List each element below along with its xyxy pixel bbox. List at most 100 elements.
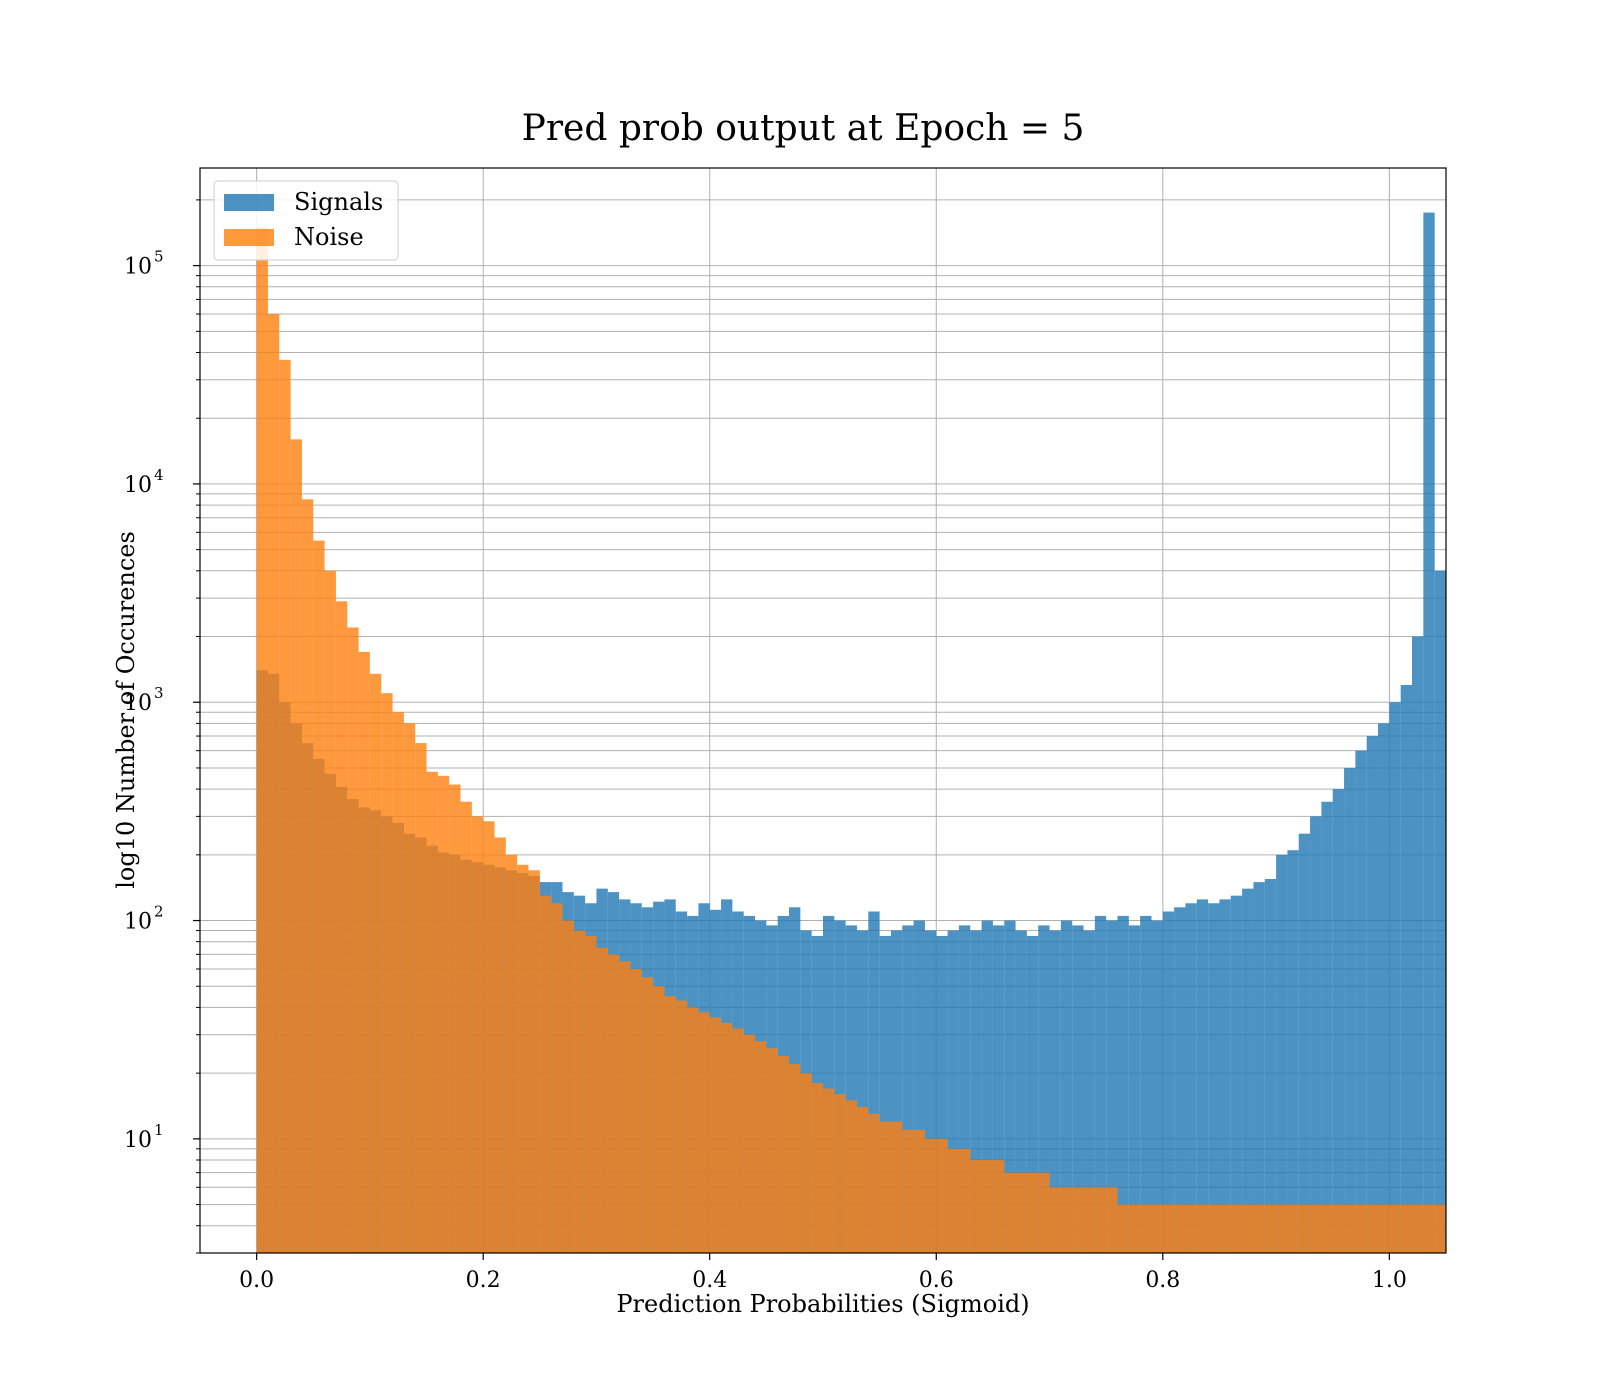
x-tick-label: 0.8 xyxy=(1145,1268,1180,1293)
signals-bar xyxy=(856,930,869,1253)
noise-bar xyxy=(596,947,608,1253)
noise-bar xyxy=(687,1007,699,1253)
noise-bar xyxy=(1060,1187,1073,1253)
noise-bar xyxy=(1298,1204,1311,1253)
signals-bar xyxy=(1310,816,1322,1253)
noise-bar xyxy=(517,864,529,1253)
noise-bar xyxy=(675,1000,688,1253)
noise-bar xyxy=(381,693,393,1253)
y-tick-label-exponent: 1 xyxy=(154,1121,164,1139)
noise-bar xyxy=(1004,1172,1016,1253)
noise-bar xyxy=(505,854,518,1253)
noise-bar xyxy=(766,1048,778,1253)
noise-bar xyxy=(267,314,280,1253)
noise-bar xyxy=(449,784,461,1253)
noise-bar xyxy=(392,712,404,1253)
signals-bar xyxy=(947,930,959,1253)
noise-bar xyxy=(924,1138,937,1253)
signals-bar xyxy=(823,915,835,1253)
signals-bar xyxy=(879,935,891,1253)
noise-bar xyxy=(335,601,348,1253)
legend-label-signals: Signals xyxy=(294,188,383,216)
noise-bar xyxy=(551,903,563,1253)
signals-bar xyxy=(1196,899,1209,1253)
signals-bar xyxy=(1264,878,1277,1253)
noise-bar xyxy=(528,870,540,1253)
signals-bar xyxy=(981,920,993,1253)
noise-bar xyxy=(800,1073,812,1253)
noise-bar xyxy=(1174,1204,1186,1253)
noise-bar xyxy=(1140,1204,1152,1253)
signals-bar xyxy=(970,930,982,1253)
noise-bar xyxy=(936,1138,948,1253)
noise-bar xyxy=(970,1160,982,1253)
noise-bar xyxy=(1151,1204,1163,1253)
signals-bar xyxy=(992,925,1005,1253)
x-tick-label: 0.2 xyxy=(466,1268,501,1293)
noise-bar xyxy=(1332,1204,1345,1253)
x-tick-label: 0.6 xyxy=(919,1268,954,1293)
noise-bar xyxy=(811,1083,823,1253)
signals-bar xyxy=(1083,930,1095,1253)
noise-bar xyxy=(415,743,427,1253)
noise-bar xyxy=(279,359,291,1253)
noise-bar xyxy=(709,1017,722,1253)
noise-bar xyxy=(1389,1204,1401,1253)
noise-bar xyxy=(562,920,574,1253)
noise-bar xyxy=(1287,1204,1299,1253)
y-tick-label: 10 xyxy=(124,691,152,716)
signals-bar xyxy=(1219,899,1231,1253)
signals-bar xyxy=(868,911,880,1253)
noise-bar xyxy=(460,801,472,1253)
noise-bar xyxy=(358,651,370,1253)
noise-bar xyxy=(1264,1204,1277,1253)
signals-bar xyxy=(958,925,971,1253)
noise-bar xyxy=(1366,1204,1379,1253)
noise-bar xyxy=(1106,1187,1118,1253)
legend-label-noise: Noise xyxy=(294,223,364,251)
noise-bar xyxy=(324,570,336,1253)
noise-bar xyxy=(664,996,676,1253)
legend: Signals Noise xyxy=(213,180,399,261)
signals-bar xyxy=(1208,903,1220,1253)
noise-bar xyxy=(1344,1204,1356,1253)
signals-bar xyxy=(1378,723,1390,1253)
noise-bar xyxy=(1310,1204,1322,1253)
noise-bar xyxy=(856,1106,869,1253)
signals-bar xyxy=(1185,903,1197,1253)
signals-bar xyxy=(1400,684,1413,1253)
signals-bar xyxy=(1094,915,1107,1253)
noise-bar xyxy=(1196,1204,1209,1253)
noise-bar xyxy=(347,627,359,1253)
noise-bar xyxy=(256,227,268,1253)
noise-bar xyxy=(981,1160,993,1253)
noise-bar xyxy=(641,977,654,1253)
noise-bar xyxy=(732,1028,744,1253)
signals-bar xyxy=(1026,935,1039,1253)
noise-bar xyxy=(1162,1204,1175,1253)
signals-bar xyxy=(1242,888,1254,1253)
noise-bar xyxy=(619,961,631,1253)
x-axis-label: Prediction Probabilities (Sigmoid) xyxy=(616,1290,1029,1318)
plot-frame xyxy=(199,167,1447,1254)
signals-bar xyxy=(936,935,948,1253)
x-tick-label: 0.0 xyxy=(239,1268,274,1293)
signals-bar xyxy=(902,925,914,1253)
signals-bar xyxy=(1174,907,1186,1253)
signals-bar xyxy=(1230,895,1243,1253)
noise-bar xyxy=(1230,1204,1243,1253)
signals-bar xyxy=(1287,850,1299,1253)
y-tick-label-exponent: 4 xyxy=(154,466,164,484)
y-tick-label: 10 xyxy=(124,255,152,280)
signals-bar xyxy=(1332,789,1345,1253)
noise-bar xyxy=(879,1121,891,1253)
noise-bar xyxy=(1038,1172,1050,1253)
signals-bar xyxy=(1140,915,1152,1253)
signals-bar xyxy=(1412,636,1424,1253)
chart-title: Pred prob output at Epoch = 5 xyxy=(522,108,1085,149)
signals-bar xyxy=(1162,911,1175,1253)
y-tick-label-exponent: 3 xyxy=(154,684,164,702)
noise-bar xyxy=(653,986,665,1253)
noise-bar xyxy=(290,439,302,1253)
